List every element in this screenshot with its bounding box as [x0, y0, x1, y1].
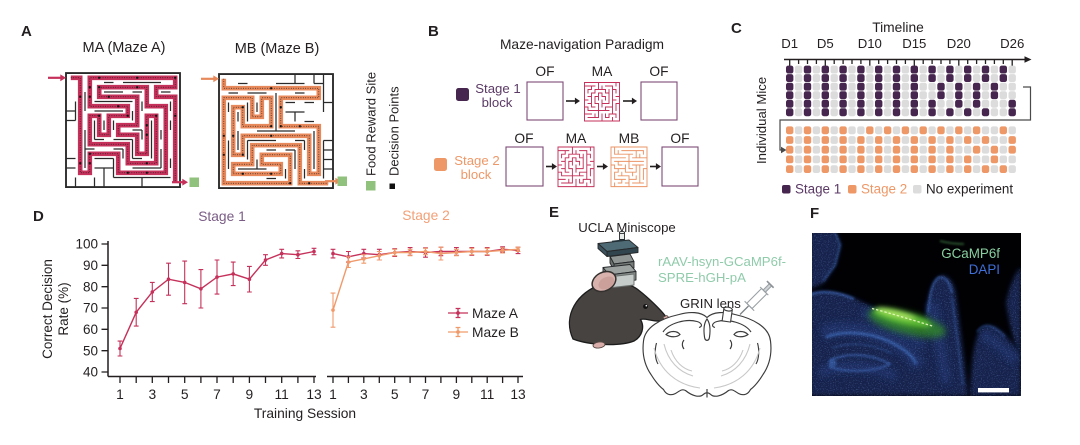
svg-text:F: F	[810, 205, 819, 222]
svg-text:Stage 1: Stage 1	[475, 81, 520, 96]
svg-text:MB (Maze B): MB (Maze B)	[235, 41, 320, 57]
svg-text:MB: MB	[619, 131, 640, 146]
svg-text:rAAV-hsyn-GCaMP6f-: rAAV-hsyn-GCaMP6f-	[658, 254, 786, 269]
svg-text:11: 11	[275, 387, 289, 402]
svg-text:OF: OF	[670, 131, 689, 146]
svg-text:Correct Decision: Correct Decision	[40, 259, 55, 359]
svg-text:100: 100	[75, 237, 98, 252]
svg-text:UCLA Miniscope: UCLA Miniscope	[578, 220, 675, 235]
svg-text:Timeline: Timeline	[872, 20, 924, 35]
svg-text:Training Session: Training Session	[254, 406, 356, 421]
svg-text:3: 3	[148, 387, 156, 402]
svg-text:Maze A: Maze A	[472, 306, 519, 321]
svg-text:80: 80	[83, 279, 98, 294]
svg-text:Rate (%): Rate (%)	[56, 282, 71, 335]
svg-text:7: 7	[422, 387, 430, 402]
svg-text:Maze B: Maze B	[472, 325, 519, 340]
svg-text:MA: MA	[592, 64, 613, 79]
svg-text:13: 13	[306, 387, 322, 402]
svg-text:1: 1	[329, 387, 337, 402]
svg-text:A: A	[21, 23, 32, 40]
svg-text:90: 90	[83, 258, 98, 273]
svg-text:40: 40	[83, 365, 98, 380]
svg-text:D20: D20	[947, 36, 971, 51]
svg-text:13: 13	[510, 387, 526, 402]
svg-text:E: E	[549, 204, 559, 221]
svg-text:5: 5	[391, 387, 399, 402]
svg-text:MA: MA	[566, 131, 587, 146]
svg-text:SPRE-hGH-pA: SPRE-hGH-pA	[658, 270, 746, 285]
svg-text:D5: D5	[817, 36, 834, 51]
svg-text:D1: D1	[781, 36, 798, 51]
svg-text:OF: OF	[649, 64, 668, 79]
svg-text:D10: D10	[858, 36, 882, 51]
svg-text:Stage 1: Stage 1	[795, 182, 841, 197]
svg-text:Stage 1: Stage 1	[198, 209, 246, 224]
svg-text:11: 11	[480, 387, 494, 402]
svg-text:D15: D15	[902, 36, 926, 51]
svg-text:7: 7	[213, 387, 221, 402]
svg-text:9: 9	[246, 387, 254, 402]
svg-text:D26: D26	[1000, 36, 1024, 51]
svg-text:OF: OF	[535, 64, 554, 79]
svg-text:3: 3	[360, 387, 368, 402]
svg-text:1: 1	[116, 387, 124, 402]
svg-text:block: block	[461, 167, 492, 182]
svg-text:B: B	[428, 23, 439, 40]
svg-text:OF: OF	[514, 131, 533, 146]
svg-text:Individual Mice: Individual Mice	[754, 77, 769, 164]
svg-text:Decision Points: Decision Points	[387, 86, 402, 176]
svg-text:Maze-navigation Paradigm: Maze-navigation Paradigm	[500, 37, 664, 52]
svg-text:DAPI: DAPI	[969, 262, 1000, 277]
svg-text:5: 5	[181, 387, 189, 402]
svg-text:No experiment: No experiment	[926, 182, 1013, 197]
svg-text:Stage 2: Stage 2	[402, 208, 450, 223]
svg-text:MA (Maze A): MA (Maze A)	[83, 40, 166, 56]
svg-text:C: C	[731, 20, 742, 37]
svg-text:GCaMP6f: GCaMP6f	[941, 246, 1000, 261]
svg-text:block: block	[482, 95, 513, 110]
svg-text:70: 70	[83, 301, 98, 316]
svg-text:Food Reward Site: Food Reward Site	[364, 72, 379, 176]
svg-text:60: 60	[83, 322, 98, 337]
svg-text:Stage 2: Stage 2	[454, 153, 499, 168]
svg-text:Stage 2: Stage 2	[861, 182, 907, 197]
svg-text:D: D	[33, 208, 44, 225]
svg-text:9: 9	[453, 387, 461, 402]
svg-text:50: 50	[83, 343, 98, 358]
